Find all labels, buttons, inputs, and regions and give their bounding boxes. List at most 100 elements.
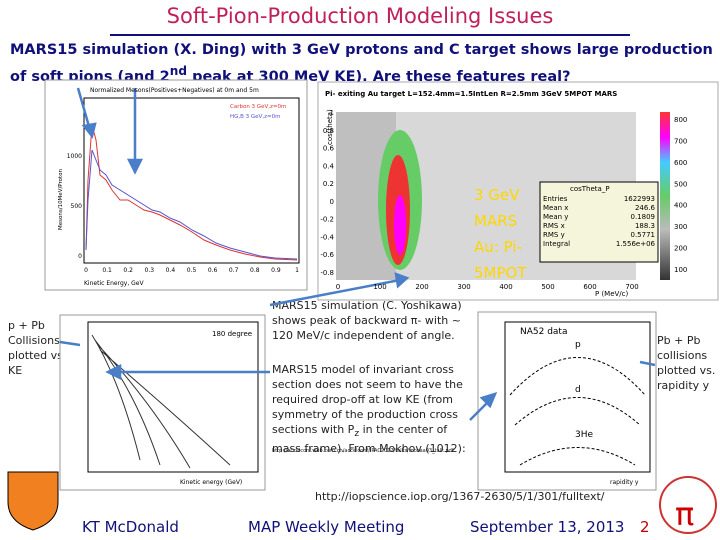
princeton-logo xyxy=(7,471,59,531)
map-logo: π xyxy=(675,495,694,533)
overlay-text: Au: Pi- xyxy=(474,238,522,256)
middle-note: MARS15 simulation (C. Yoshikawa) shows p… xyxy=(272,299,462,342)
note-text: MARS15 model of invariant cross section … xyxy=(272,363,463,436)
tick-label: 300 xyxy=(674,223,687,231)
tick-label: -0.4 xyxy=(320,233,334,241)
reference-url[interactable]: http://iopscience.iop.org/1367-2630/5/1/… xyxy=(315,490,605,503)
tick-label: 0 xyxy=(78,253,82,260)
tick-label: 0.3 xyxy=(145,267,155,274)
species-label: 3He xyxy=(575,430,593,440)
tick-label: 100 xyxy=(373,283,386,291)
tick-label: 300 xyxy=(457,283,470,291)
tick-label: 0.6 xyxy=(323,145,335,153)
map-logo-ring xyxy=(659,476,717,534)
tick-label: 200 xyxy=(674,245,687,253)
tick-label: 0.4 xyxy=(323,162,335,170)
stats-value: 1622993 xyxy=(624,195,655,203)
stats-key: RMS x xyxy=(543,222,565,230)
species-label: p xyxy=(575,340,581,350)
axis-label: Kinetic energy (GeV) xyxy=(180,479,242,486)
intro-sup: nd xyxy=(169,64,188,78)
plot1-curve xyxy=(85,149,298,260)
tick-label: 1 xyxy=(330,109,334,117)
species-label: d xyxy=(575,385,581,395)
tick-label: 0.8 xyxy=(250,267,260,274)
stats-key: RMS y xyxy=(543,231,565,239)
stats-key: Entries xyxy=(543,195,568,203)
footer-author: KT McDonald xyxy=(82,518,179,536)
plot2-peak xyxy=(386,155,410,265)
tick-label: 0.7 xyxy=(229,267,239,274)
plot3-frame xyxy=(59,314,266,491)
intro: MARS15 simulation (X. Ding) with 3 GeV p… xyxy=(10,40,715,88)
plot1-frame xyxy=(44,79,308,291)
plot2-peak xyxy=(394,195,406,255)
tick-label: 500 xyxy=(71,203,83,210)
tick-label: 0 xyxy=(336,283,340,291)
stats-value: 0.5771 xyxy=(631,231,656,239)
tick-label: 100 xyxy=(674,266,687,274)
tick-label: -0.6 xyxy=(320,251,334,259)
stats-value: 188.3 xyxy=(635,222,655,230)
footer-date: September 13, 2013 xyxy=(470,518,625,536)
axis-label: Kinetic Energy, GeV xyxy=(84,280,144,287)
tick-label: 500 xyxy=(541,283,554,291)
slide-title: Soft-Pion-Production Modeling Issues xyxy=(166,4,554,28)
plot4-frame xyxy=(477,311,657,491)
plot2-peak xyxy=(378,130,422,270)
plot2-band xyxy=(336,112,396,280)
stats-key: Mean y xyxy=(543,213,568,221)
p-label: P xyxy=(480,318,487,331)
tick-label: 0.8 xyxy=(323,127,334,135)
plot2-area xyxy=(336,112,636,280)
overlay-text: 5MPOT xyxy=(474,264,527,282)
intro-text: peak at 300 MeV KE). Are these features … xyxy=(187,68,571,85)
plot-label: 180 degree xyxy=(212,330,252,338)
stats-value: 246.6 xyxy=(635,204,656,212)
plot4-curves xyxy=(509,357,646,466)
tick-label: -0.2 xyxy=(320,216,334,224)
tick-label: 0.4 xyxy=(166,267,176,274)
plot3-axes xyxy=(87,321,259,473)
plot-title: Pi- exiting Au target L=152.4mm=1.5IntLe… xyxy=(325,90,617,98)
tick-label: 0.2 xyxy=(123,267,133,274)
plot-title: Normalized Mesons(Positives+Negatives) a… xyxy=(90,87,259,94)
tick-label: 1000 xyxy=(67,153,82,160)
tick-label: 0.9 xyxy=(271,267,281,274)
plot1-axes xyxy=(83,97,300,264)
note-text: in the center of mass frame). From Mokho… xyxy=(272,423,466,456)
overlay-text: 3 GeV xyxy=(474,186,520,204)
tick-label: 700 xyxy=(674,137,687,145)
tick-label: 0.5 xyxy=(187,267,197,274)
axis-label: Mesons/10MeV/Proton xyxy=(58,168,64,230)
tick-label: 600 xyxy=(583,283,596,291)
stats-key: Integral xyxy=(543,240,570,248)
footer-meeting: MAP Weekly Meeting xyxy=(248,518,405,536)
right-note: Pb + Pb collisions plotted vs. rapidity … xyxy=(657,334,716,392)
middle-note: MARS15 model of invariant cross section … xyxy=(272,362,472,456)
mokhov-url[interactable]: http://accelconf.web.cern.ch/accelconf/I… xyxy=(272,448,454,454)
legend-entry: HG,B 3 GeV,z=0m xyxy=(230,114,280,120)
plot4-axes xyxy=(504,321,651,473)
plot3-curves xyxy=(91,334,231,469)
plot1-curve xyxy=(85,124,298,261)
plot2-frame xyxy=(317,81,719,301)
colorbar xyxy=(660,112,670,280)
legend-entry: Carbon 3 GeV,z=0m xyxy=(230,104,286,110)
tick-label: 0.6 xyxy=(208,267,218,274)
plot-label: NA52 data xyxy=(520,327,567,337)
stats-box xyxy=(539,181,659,263)
tick-label: 200 xyxy=(415,283,428,291)
axis-label: rapidity y xyxy=(610,479,639,486)
stats-name: cosTheta_P xyxy=(570,185,610,193)
stats-value: 1.556e+06 xyxy=(616,240,656,248)
note-sub: z xyxy=(354,428,360,440)
tick-label: 0.2 xyxy=(323,180,334,188)
stats-key: Mean x xyxy=(543,204,568,212)
axis-label: P (MeV/c) xyxy=(595,290,629,298)
tick-label: -0.8 xyxy=(320,269,334,277)
overlay-text: MARS xyxy=(474,212,517,230)
tick-label: 0.1 xyxy=(102,267,112,274)
tick-label: 0 xyxy=(84,267,88,274)
